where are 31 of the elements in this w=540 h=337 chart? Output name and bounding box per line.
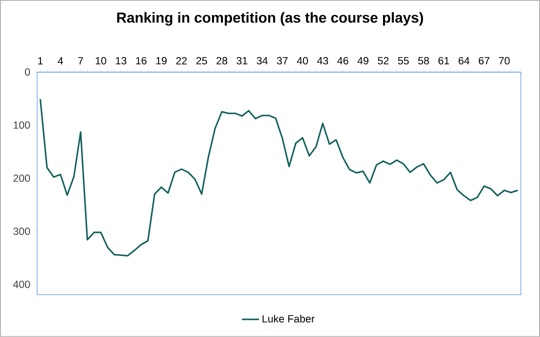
x-tick-label: 25 <box>196 57 208 64</box>
x-tick-label: 37 <box>276 57 288 64</box>
x-tick-label: 64 <box>458 57 470 64</box>
x-tick-label: 4 <box>58 57 64 64</box>
y-tick-label: 300 <box>13 228 30 236</box>
x-tick-label: 49 <box>357 57 368 64</box>
legend-label: Luke Faber <box>262 314 315 323</box>
y-tick-label: 100 <box>14 121 30 129</box>
chart-title: Ranking in competition (as the course plays) <box>117 12 424 26</box>
y-tick-label: 0 <box>24 68 30 76</box>
x-tick-label: 61 <box>438 57 450 64</box>
x-tick-label: 13 <box>116 57 126 64</box>
x-tick-label: 34 <box>256 57 268 64</box>
x-tick-label: 19 <box>156 57 167 64</box>
x-tick-label: 43 <box>317 57 328 64</box>
x-tick-label: 7 <box>78 57 84 64</box>
x-tick-label: 70 <box>498 57 510 64</box>
x-tick-label: 1 <box>38 57 43 64</box>
y-tick-label: 400 <box>13 280 30 288</box>
x-tick-label: 22 <box>176 57 187 64</box>
x-tick-label: 16 <box>136 57 147 64</box>
x-tick-label: 40 <box>296 57 308 64</box>
x-tick-label: 10 <box>96 57 106 64</box>
x-tick-label: 52 <box>378 57 389 64</box>
y-tick-label: 200 <box>13 174 30 182</box>
x-tick-label: 31 <box>236 57 248 64</box>
x-tick-label: 58 <box>418 57 429 64</box>
x-tick-label: 55 <box>398 57 409 64</box>
x-tick-label: 46 <box>337 57 348 64</box>
x-tick-label: 67 <box>478 57 490 64</box>
x-tick-label: 28 <box>216 57 228 64</box>
